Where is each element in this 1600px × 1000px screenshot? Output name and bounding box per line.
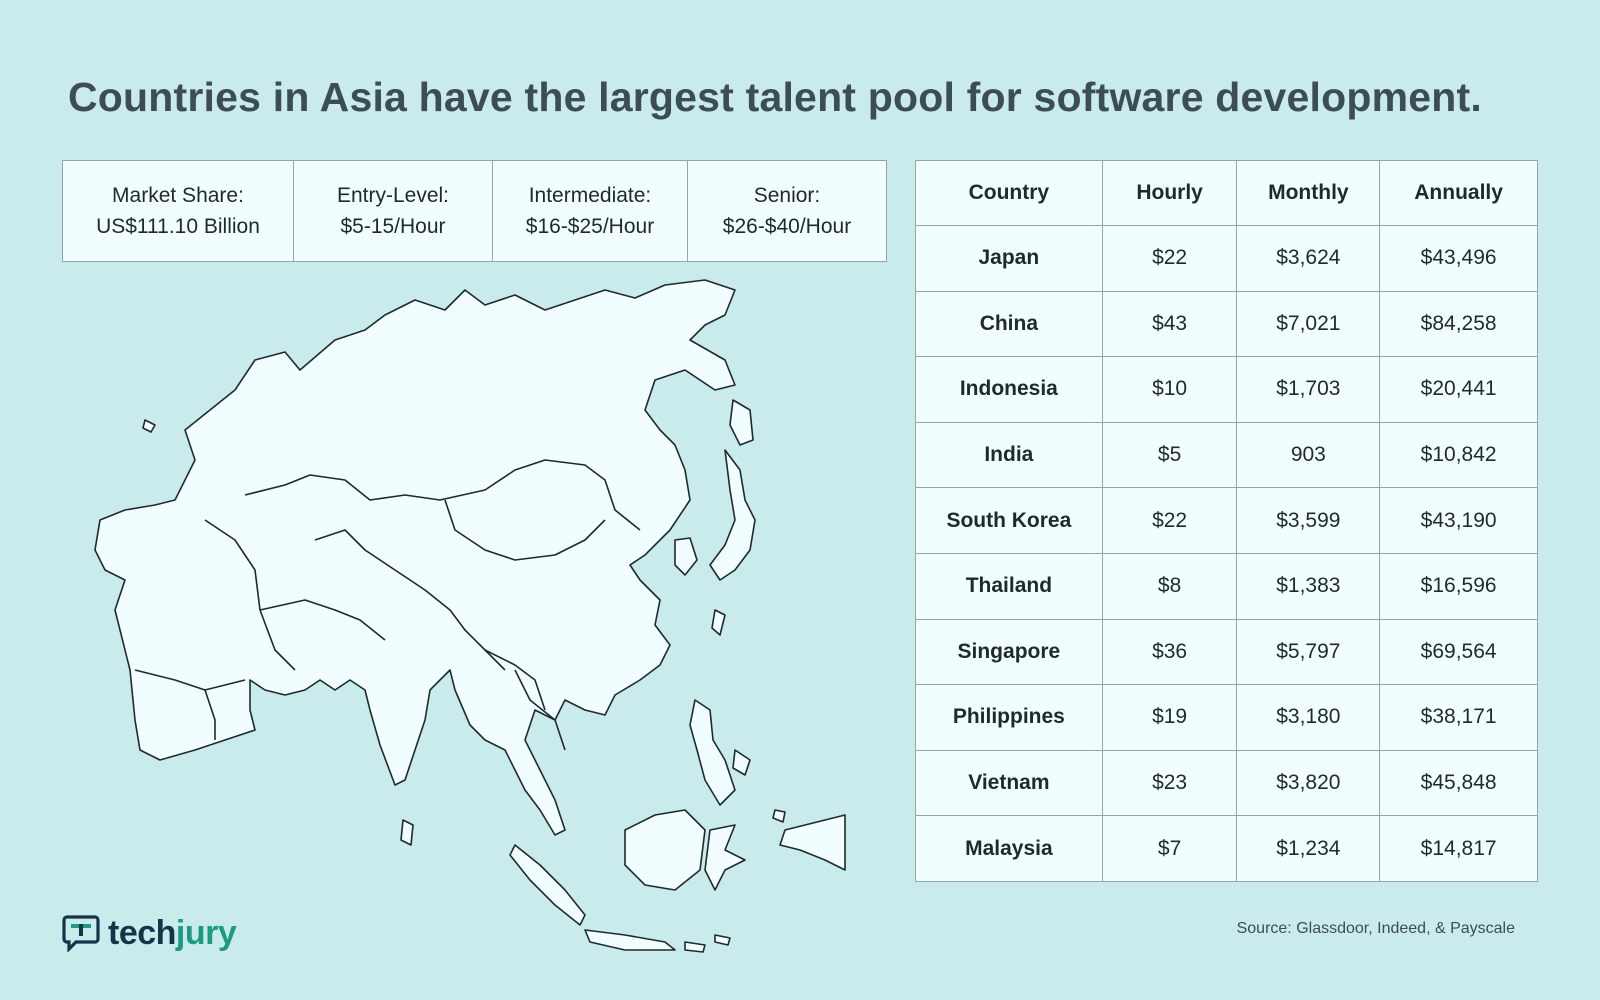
stat-label: Market Share:: [112, 184, 244, 207]
monthly-cell: $5,797: [1236, 618, 1381, 686]
stat-entry-level: Entry-Level: $5-15/Hour: [294, 161, 493, 261]
hourly-cell: $7: [1101, 815, 1238, 882]
stat-senior: Senior: $26-$40/Hour: [688, 161, 886, 261]
stat-value: $5-15/Hour: [340, 215, 446, 238]
hourly-cell: $22: [1101, 487, 1238, 554]
stat-value: $26-$40/Hour: [722, 215, 852, 238]
annually-cell: $10,842: [1379, 421, 1538, 489]
asia-map-icon: [94, 279, 846, 953]
annually-cell: $69,564: [1379, 618, 1538, 686]
table-row: China $43 $7,021 $84,258: [915, 290, 1538, 358]
table-row: South Korea $22 $3,599 $43,190: [915, 487, 1538, 554]
stat-label: Entry-Level:: [336, 184, 450, 207]
annually-cell: $43,190: [1379, 487, 1538, 554]
country-cell: China: [915, 290, 1103, 358]
stat-market-share: Market Share: US$111.10 Billion: [63, 161, 294, 261]
annually-cell: $20,441: [1379, 356, 1538, 423]
country-cell: South Korea: [915, 487, 1103, 554]
monthly-cell: 903: [1236, 421, 1381, 489]
hourly-cell: $5: [1101, 421, 1238, 489]
stats-bar: Market Share: US$111.10 Billion Entry-Le…: [62, 160, 887, 262]
logo-wordmark: techjury: [108, 913, 237, 953]
table-row: Malaysia $7 $1,234 $14,817: [915, 815, 1538, 882]
source-note: Source: Glassdoor, Indeed, & Payscale: [1236, 920, 1515, 937]
monthly-cell: $3,599: [1236, 487, 1381, 554]
hourly-cell: $23: [1101, 749, 1238, 817]
annually-cell: $43,496: [1379, 225, 1538, 292]
stat-label: Intermediate:: [528, 184, 652, 207]
table-row: Singapore $36 $5,797 $69,564: [915, 618, 1538, 686]
page-title: Countries in Asia have the largest talen…: [68, 74, 1482, 120]
monthly-cell: $7,021: [1236, 290, 1381, 358]
country-cell: Malaysia: [915, 815, 1103, 882]
monthly-cell: $1,234: [1236, 815, 1381, 882]
annually-cell: $16,596: [1379, 552, 1538, 620]
salary-table: Country Hourly Monthly Annually Japan $2…: [915, 160, 1538, 882]
hourly-cell: $10: [1101, 356, 1238, 423]
country-cell: Indonesia: [915, 356, 1103, 423]
annually-cell: $38,171: [1379, 684, 1538, 751]
monthly-cell: $3,624: [1236, 225, 1381, 292]
stat-intermediate: Intermediate: $16-$25/Hour: [493, 161, 688, 261]
column-header: Hourly: [1101, 160, 1238, 226]
country-cell: India: [915, 421, 1103, 489]
country-cell: Japan: [915, 225, 1103, 292]
table-row: India $5 903 $10,842: [915, 421, 1538, 489]
table-row: Thailand $8 $1,383 $16,596: [915, 552, 1538, 620]
table-row: Japan $22 $3,624 $43,496: [915, 225, 1538, 292]
country-cell: Thailand: [915, 552, 1103, 620]
column-header: Annually: [1379, 160, 1538, 226]
country-cell: Singapore: [915, 618, 1103, 686]
annually-cell: $14,817: [1379, 815, 1538, 882]
hourly-cell: $22: [1101, 225, 1238, 292]
table-row: Philippines $19 $3,180 $38,171: [915, 684, 1538, 751]
table-row: Vietnam $23 $3,820 $45,848: [915, 749, 1538, 817]
logo-tech: tech: [108, 913, 176, 952]
stat-label: Senior:: [753, 184, 821, 207]
annually-cell: $45,848: [1379, 749, 1538, 817]
table-header-row: Country Hourly Monthly Annually: [915, 160, 1538, 226]
chat-bubble-logo-icon: [62, 915, 100, 952]
monthly-cell: $1,703: [1236, 356, 1381, 423]
column-header: Country: [915, 160, 1103, 226]
monthly-cell: $3,820: [1236, 749, 1381, 817]
table-row: Indonesia $10 $1,703 $20,441: [915, 356, 1538, 423]
stat-value: $16-$25/Hour: [525, 215, 655, 238]
column-header: Monthly: [1236, 160, 1381, 226]
hourly-cell: $43: [1101, 290, 1238, 358]
hourly-cell: $19: [1101, 684, 1238, 751]
country-cell: Vietnam: [915, 749, 1103, 817]
country-cell: Philippines: [915, 684, 1103, 751]
hourly-cell: $36: [1101, 618, 1238, 686]
monthly-cell: $1,383: [1236, 552, 1381, 620]
hourly-cell: $8: [1101, 552, 1238, 620]
monthly-cell: $3,180: [1236, 684, 1381, 751]
annually-cell: $84,258: [1379, 290, 1538, 358]
stat-value: US$111.10 Billion: [96, 215, 260, 238]
techjury-logo: techjury: [62, 913, 237, 953]
logo-jury: jury: [175, 913, 237, 952]
